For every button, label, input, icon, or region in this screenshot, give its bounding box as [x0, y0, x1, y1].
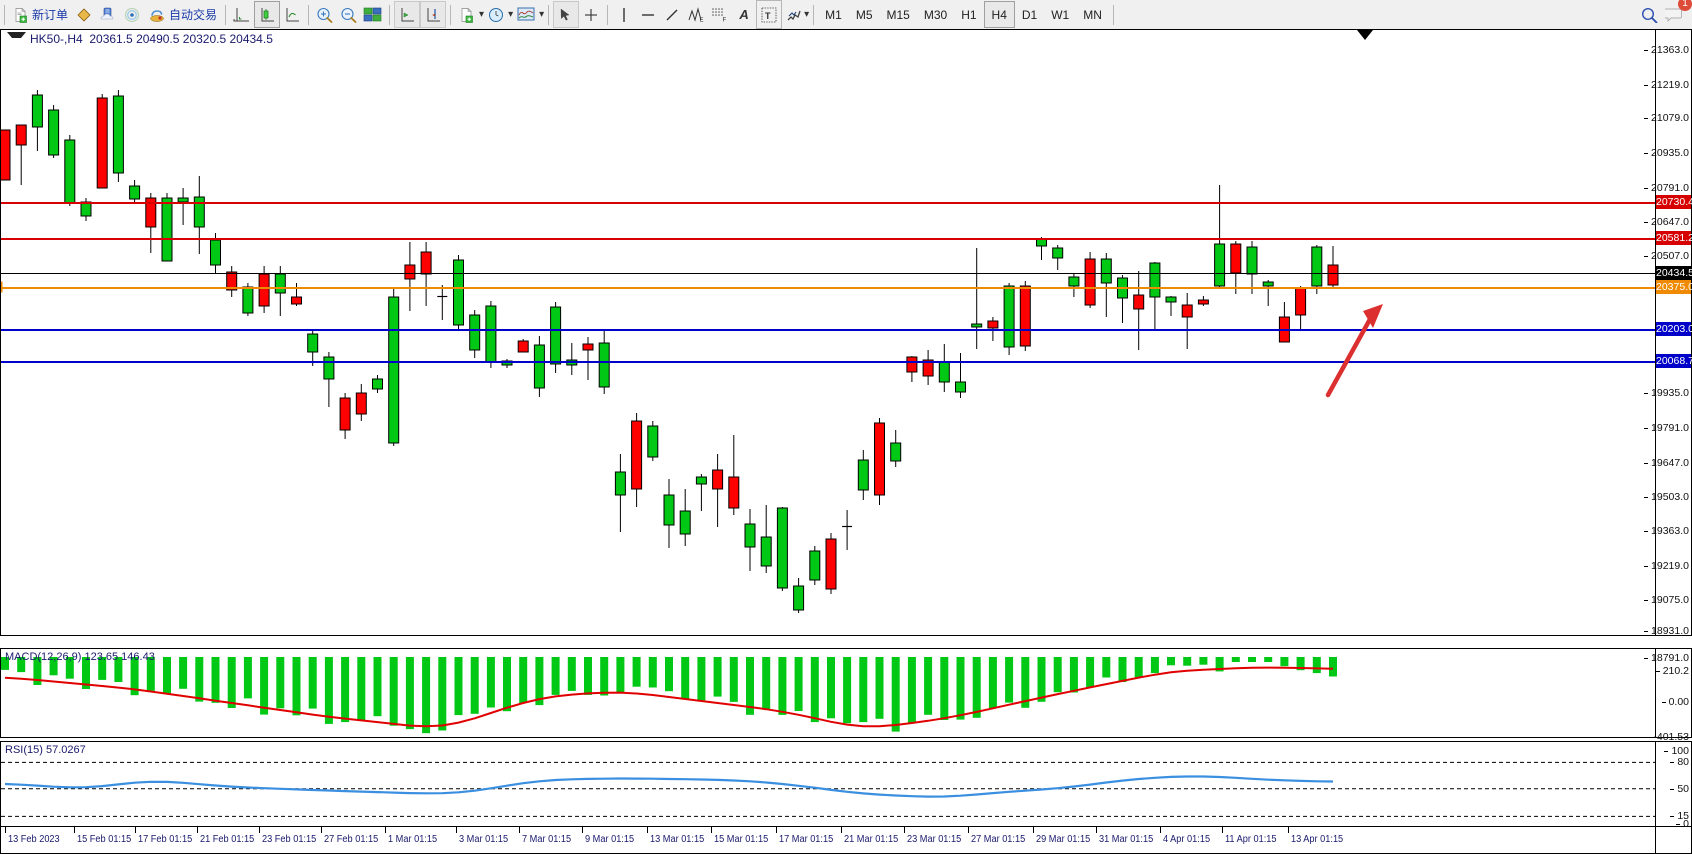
svg-text:E: E: [700, 17, 704, 23]
svg-text:F: F: [723, 17, 727, 23]
svg-text:T: T: [765, 11, 771, 21]
